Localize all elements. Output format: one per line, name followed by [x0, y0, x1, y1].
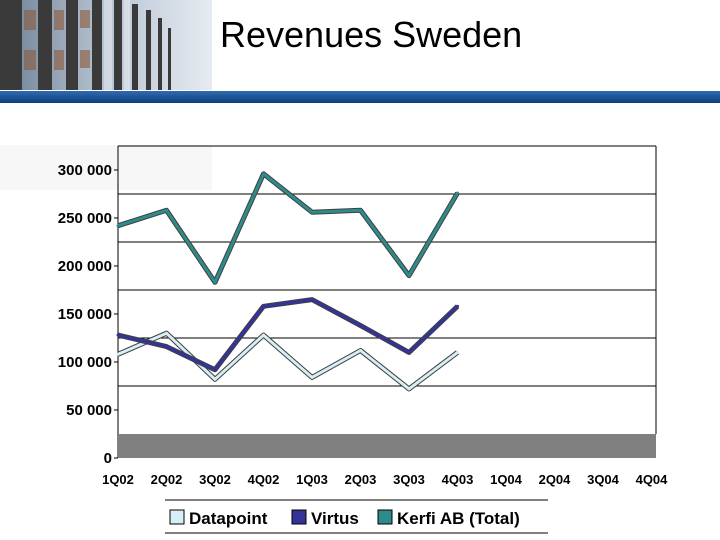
x-tick-label: 4Q03: [442, 472, 474, 487]
data-point: [310, 210, 314, 214]
y-tick-label: 100 000: [58, 354, 112, 371]
legend-swatch: [169, 509, 185, 525]
x-tick-label: 2Q04: [539, 472, 572, 487]
x-tick-label: 3Q03: [393, 472, 425, 487]
series-line: [117, 298, 459, 372]
series-line: [117, 331, 459, 391]
data-point: [262, 304, 265, 308]
data-point: [116, 333, 120, 337]
y-tick-label: 250 000: [58, 210, 112, 227]
legend-swatch: [377, 509, 393, 525]
data-point: [165, 331, 168, 335]
data-point: [213, 368, 217, 372]
data-point: [359, 349, 362, 352]
x-tick-label: 1Q02: [102, 472, 134, 487]
data-point: [456, 304, 459, 308]
data-point: [359, 324, 362, 327]
data-point: [407, 274, 411, 278]
data-point: [456, 191, 459, 195]
data-point: [456, 350, 459, 354]
x-tick-label: 3Q04: [587, 472, 620, 487]
data-point: [310, 298, 314, 302]
data-point: [407, 387, 411, 391]
y-axis-label-panel: [0, 145, 212, 190]
legend-swatch: [291, 509, 307, 525]
y-tick-label: 50 000: [66, 402, 112, 419]
data-point: [359, 208, 362, 212]
header-building-photo: [0, 0, 212, 90]
x-tick-label: 2Q03: [345, 472, 377, 487]
legend-entry: Kerfi AB (Total): [397, 509, 520, 528]
legend-entry: Virtus: [311, 509, 359, 528]
x-tick-label: 1Q03: [296, 472, 328, 487]
data-point: [165, 208, 168, 212]
slide-title: Revenues Sweden: [220, 14, 523, 55]
data-point: [310, 375, 314, 379]
series-line-edge: [117, 171, 460, 285]
legend-entry: Datapoint: [189, 509, 268, 528]
y-tick-label: 200 000: [58, 258, 112, 275]
data-point: [165, 345, 168, 349]
data-point: [116, 224, 120, 228]
y-tick-label: 300 000: [58, 162, 112, 179]
x-tick-label: 1Q04: [490, 472, 523, 487]
data-point: [262, 172, 265, 176]
x-tick-label: 4Q02: [248, 472, 280, 487]
y-tick-label: 0: [104, 450, 112, 467]
y-tick-label: 150 000: [58, 306, 112, 323]
x-tick-label: 3Q02: [199, 472, 231, 487]
data-point: [213, 280, 217, 284]
data-point: [116, 352, 120, 356]
header-divider-bar: [0, 90, 720, 103]
series-line-edge: [117, 330, 460, 392]
data-point: [262, 333, 265, 337]
series-line: [117, 172, 459, 284]
x-tick-label: 2Q02: [151, 472, 183, 487]
data-point: [407, 350, 411, 354]
chart-floor: [118, 434, 656, 458]
x-tick-label: 4Q04: [636, 472, 669, 487]
chart-legend: Datapoint Virtus Kerfi AB (Total): [165, 499, 548, 534]
data-point: [213, 377, 217, 381]
